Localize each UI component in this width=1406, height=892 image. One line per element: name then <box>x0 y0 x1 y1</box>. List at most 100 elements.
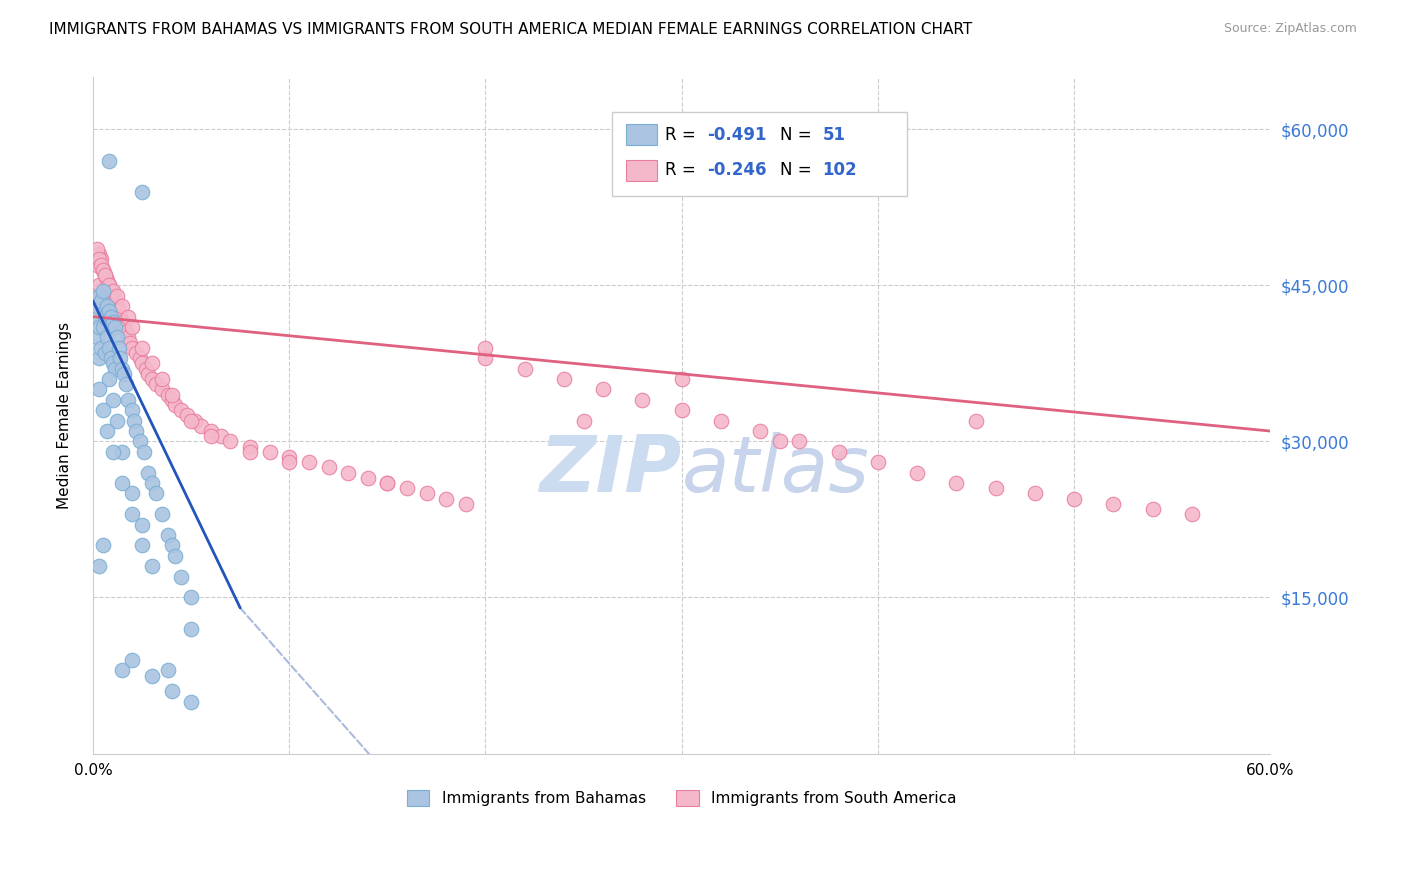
Point <box>377 476 399 491</box>
Point <box>454 497 477 511</box>
Point <box>710 414 733 428</box>
Point <box>107 304 129 318</box>
Point <box>337 466 360 480</box>
Point <box>141 668 163 682</box>
Point <box>91 284 114 298</box>
Point <box>219 434 242 449</box>
Point <box>94 268 117 282</box>
Point <box>91 263 114 277</box>
Point <box>96 310 118 324</box>
Text: R =: R = <box>665 126 702 144</box>
Point <box>209 429 232 443</box>
Point <box>1142 502 1164 516</box>
Point <box>104 320 127 334</box>
Legend: Immigrants from Bahamas, Immigrants from South America: Immigrants from Bahamas, Immigrants from… <box>399 782 965 814</box>
Point <box>671 372 693 386</box>
Point <box>135 361 157 376</box>
Point <box>125 424 148 438</box>
Point <box>86 258 108 272</box>
Point <box>86 330 108 344</box>
Point <box>100 310 122 324</box>
Point <box>111 663 134 677</box>
Point <box>176 409 198 423</box>
Point <box>377 476 399 491</box>
Point <box>121 403 143 417</box>
Point <box>1102 497 1125 511</box>
Point <box>828 445 851 459</box>
Point <box>91 263 114 277</box>
Point <box>115 325 138 339</box>
Point <box>160 539 183 553</box>
Point <box>84 310 107 324</box>
Point <box>91 320 114 334</box>
Point <box>180 414 202 428</box>
Point <box>474 341 496 355</box>
Point <box>165 398 187 412</box>
Point <box>1181 508 1204 522</box>
Point <box>97 341 120 355</box>
Point <box>165 549 187 563</box>
Point <box>200 429 222 443</box>
Point <box>84 289 107 303</box>
Point <box>117 330 139 344</box>
Point <box>357 471 380 485</box>
Point <box>131 539 153 553</box>
Text: N =: N = <box>780 126 817 144</box>
Point <box>278 455 301 469</box>
Point <box>91 403 114 417</box>
Point <box>87 289 110 303</box>
Point <box>97 304 120 318</box>
Point <box>94 310 117 324</box>
Point <box>145 377 167 392</box>
Point <box>170 403 193 417</box>
Point <box>120 335 142 350</box>
Point <box>91 539 114 553</box>
Point <box>97 278 120 293</box>
Point <box>572 414 595 428</box>
Text: 102: 102 <box>823 161 858 179</box>
Point <box>156 528 179 542</box>
Point <box>239 445 262 459</box>
Point <box>184 414 207 428</box>
Point <box>86 284 108 298</box>
Point <box>115 377 138 392</box>
Point <box>415 486 437 500</box>
Point <box>105 299 128 313</box>
Text: Source: ZipAtlas.com: Source: ZipAtlas.com <box>1223 22 1357 36</box>
Point <box>395 481 418 495</box>
Point <box>101 320 124 334</box>
Point <box>111 445 134 459</box>
Point <box>769 434 792 449</box>
Point <box>150 508 173 522</box>
Point <box>90 252 112 267</box>
Point <box>87 351 110 366</box>
Point <box>141 559 163 574</box>
Point <box>141 476 163 491</box>
Point <box>965 414 987 428</box>
Point <box>129 351 152 366</box>
Point <box>132 445 155 459</box>
Point <box>180 694 202 708</box>
Point <box>96 273 118 287</box>
Point <box>87 320 110 334</box>
Point <box>866 455 889 469</box>
Point <box>97 372 120 386</box>
Point <box>298 455 321 469</box>
Point <box>101 284 124 298</box>
Point <box>592 383 614 397</box>
Point <box>87 247 110 261</box>
Point <box>136 367 159 381</box>
Point <box>86 242 108 256</box>
Point <box>117 392 139 407</box>
Point <box>121 508 143 522</box>
Point <box>94 304 117 318</box>
Point <box>141 356 163 370</box>
Point <box>87 278 110 293</box>
Point <box>94 346 117 360</box>
Point <box>160 392 183 407</box>
Point <box>180 622 202 636</box>
Point <box>111 361 134 376</box>
Point <box>90 258 112 272</box>
Point <box>131 356 153 370</box>
Point <box>101 356 124 370</box>
